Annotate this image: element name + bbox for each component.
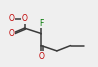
Text: O: O bbox=[9, 14, 15, 23]
Text: F: F bbox=[39, 19, 43, 28]
Text: O: O bbox=[9, 29, 15, 38]
Text: O: O bbox=[22, 14, 27, 23]
Text: O: O bbox=[38, 52, 44, 61]
